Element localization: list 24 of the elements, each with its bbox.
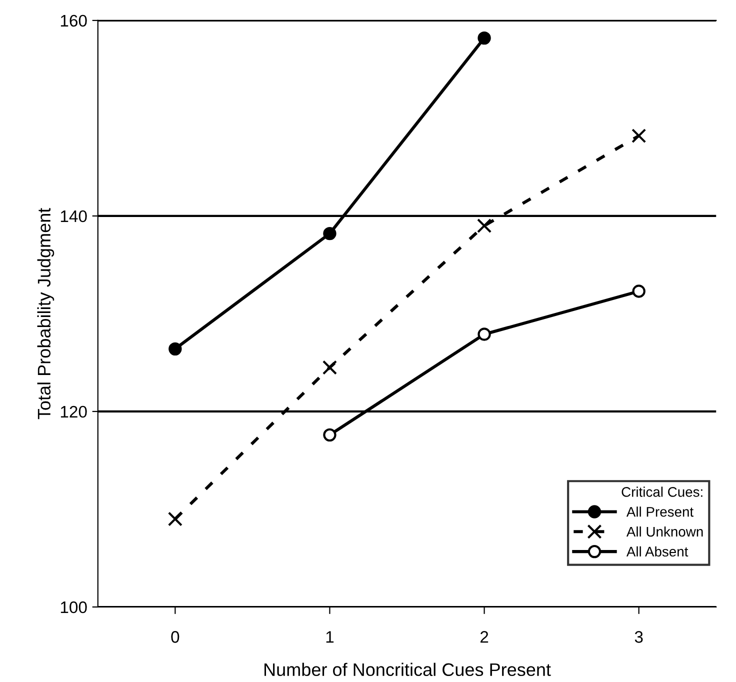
legend-label: All Present	[626, 506, 694, 517]
x-tick-label: 0	[171, 631, 180, 643]
point	[168, 512, 182, 526]
x-axis-title: Number of Noncritical Cues Present	[264, 662, 551, 676]
y-tick-label: 160	[60, 14, 87, 27]
y-axis-title: Total Probability Judgment	[37, 208, 54, 420]
x-tick-label: 1	[326, 631, 334, 643]
legend-title: Critical Cues:	[622, 486, 702, 497]
point	[478, 328, 491, 341]
point	[632, 128, 646, 144]
point	[322, 360, 338, 375]
point	[476, 218, 492, 234]
y-tick-label: 100	[60, 601, 87, 614]
point	[323, 226, 336, 240]
legend-label: All Absent	[626, 546, 688, 557]
point	[632, 284, 646, 298]
point	[323, 428, 336, 442]
y-tick-label: 120	[60, 406, 87, 418]
x-tick-label: 2	[480, 631, 488, 643]
x-tick-label: 3	[634, 631, 643, 643]
y-tick-label: 140	[60, 210, 87, 222]
point	[168, 342, 182, 356]
legend-label: All Unknown	[626, 526, 703, 537]
point	[478, 31, 491, 45]
